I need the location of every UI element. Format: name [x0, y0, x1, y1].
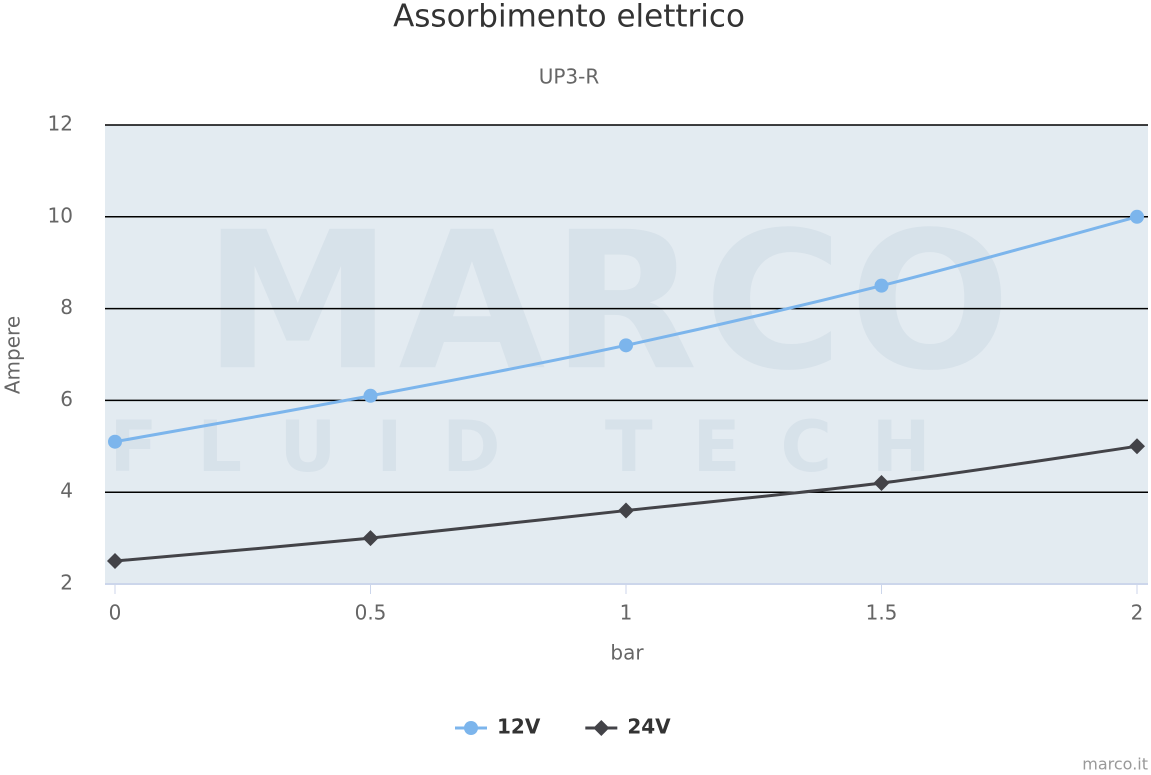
- point: [108, 434, 122, 449]
- legend-marker: [464, 721, 478, 735]
- watermark-text: MARCO: [203, 191, 1016, 412]
- chart-title: Assorbimento elettrico: [393, 0, 745, 35]
- point: [363, 388, 378, 403]
- legend: 12V 24V: [455, 715, 671, 739]
- legend-marker: [593, 720, 610, 736]
- point: [1129, 438, 1145, 455]
- y-axis-label: Ampere: [1, 316, 25, 394]
- x-tick-label: 0: [109, 601, 122, 625]
- point: [874, 278, 889, 293]
- legend-label: 12V: [497, 715, 541, 739]
- y-tick-label: 6: [60, 387, 73, 411]
- x-tick-label: 2: [1131, 601, 1144, 625]
- point: [1130, 209, 1144, 224]
- x-tick-label: 1: [620, 601, 633, 625]
- chart-subtitle: UP3-R: [539, 65, 600, 89]
- point: [619, 338, 633, 353]
- legend-item[interactable]: 12V: [455, 715, 541, 739]
- legend-item[interactable]: 24V: [585, 715, 671, 739]
- y-tick-label: 4: [60, 479, 73, 503]
- y-tick-label: 8: [60, 295, 73, 319]
- x-tick-label: 0.5: [355, 601, 387, 625]
- legend-label: 24V: [627, 715, 671, 739]
- watermark: MARCO FLUID TECH: [110, 191, 1016, 488]
- point: [873, 475, 890, 492]
- y-tick-label: 2: [60, 571, 73, 595]
- x-tick-label: 1.5: [866, 601, 898, 625]
- y-tick-label: 10: [48, 203, 73, 227]
- y-tick-label: 12: [48, 112, 73, 136]
- point: [107, 553, 123, 570]
- point: [618, 502, 634, 519]
- credits: marco.it: [1082, 755, 1148, 774]
- point: [362, 530, 379, 547]
- x-axis-label: bar: [610, 641, 644, 665]
